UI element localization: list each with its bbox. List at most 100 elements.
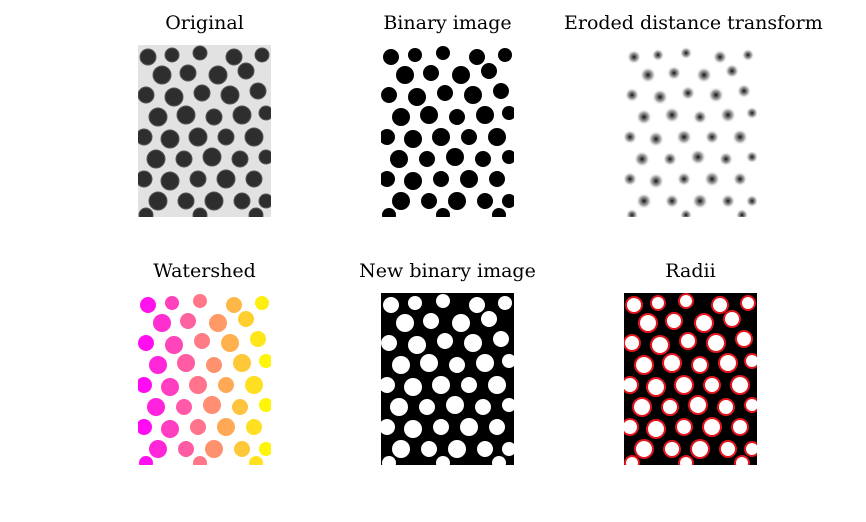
coin [165, 296, 179, 310]
coin [209, 314, 227, 332]
coin [702, 417, 722, 437]
coin [461, 377, 477, 393]
coin [461, 129, 477, 145]
coin [744, 353, 757, 369]
coin [205, 440, 223, 458]
coin [498, 48, 512, 62]
coin [193, 84, 211, 102]
coin [204, 191, 224, 211]
coin [477, 193, 493, 209]
coin [408, 296, 422, 310]
coin [650, 335, 670, 355]
new-binary-image [381, 293, 514, 465]
coin [675, 128, 693, 146]
coin [189, 376, 207, 394]
binary-image [381, 45, 514, 217]
coin [245, 376, 263, 394]
coin [216, 169, 236, 189]
coin [624, 87, 640, 103]
coin [624, 334, 641, 352]
coin [741, 48, 755, 62]
coin [189, 170, 207, 188]
panel-title: Watershed [153, 260, 256, 282]
coin [460, 170, 478, 188]
original-image [138, 45, 271, 217]
coin [138, 128, 153, 146]
coin [139, 48, 157, 66]
coin [259, 398, 271, 412]
coin [177, 354, 195, 372]
coin [217, 418, 235, 436]
coin [221, 334, 239, 352]
coin [436, 46, 450, 60]
coin [382, 208, 396, 217]
coin [662, 353, 682, 373]
coin [460, 418, 478, 436]
coin [676, 171, 692, 187]
coin [744, 441, 757, 457]
coin [149, 440, 167, 458]
coin [469, 49, 485, 65]
coin [679, 208, 693, 217]
coin [165, 336, 183, 354]
coin [226, 297, 242, 313]
coin [493, 83, 509, 99]
coin [192, 207, 208, 217]
coin [178, 441, 194, 457]
coin [147, 398, 165, 416]
coin [148, 191, 168, 211]
coin [449, 109, 465, 125]
coin [663, 106, 681, 124]
coin [436, 208, 450, 217]
panel-title: Eroded distance transform [564, 12, 823, 34]
coin [724, 63, 740, 79]
coin [745, 194, 757, 208]
coin [383, 297, 399, 313]
coin [193, 456, 207, 465]
coin [408, 48, 422, 62]
coin [635, 192, 653, 210]
coin [703, 376, 721, 394]
coin [259, 354, 271, 368]
coin [732, 171, 748, 187]
coin [423, 65, 439, 81]
coin [626, 49, 642, 65]
coin [476, 106, 494, 124]
coin [381, 87, 397, 103]
coin [161, 378, 179, 396]
coin [232, 399, 248, 415]
coin [493, 331, 509, 347]
coin [720, 193, 736, 209]
coin [624, 418, 639, 436]
coin [432, 376, 450, 394]
coin [502, 150, 514, 164]
watershed-image [138, 293, 271, 465]
coin [492, 208, 506, 217]
coin [231, 150, 249, 168]
coin [448, 440, 466, 458]
coin [232, 105, 252, 125]
coin [404, 378, 422, 396]
coin [625, 296, 643, 314]
coin [233, 354, 251, 372]
coin [446, 396, 464, 414]
coin [152, 65, 172, 85]
coin [238, 311, 254, 327]
coin [421, 193, 437, 209]
coin [225, 48, 243, 66]
coin [625, 208, 639, 217]
coin [695, 66, 713, 84]
coin [502, 354, 514, 368]
coin [662, 151, 678, 167]
coin [419, 399, 435, 415]
coin [202, 147, 222, 167]
coin [492, 456, 506, 465]
coin [205, 108, 223, 126]
coin [464, 334, 482, 352]
coin [638, 313, 658, 333]
coin [192, 45, 208, 61]
radii-image [624, 293, 757, 465]
coin [664, 193, 680, 209]
coin [475, 399, 491, 415]
coin [140, 297, 156, 313]
